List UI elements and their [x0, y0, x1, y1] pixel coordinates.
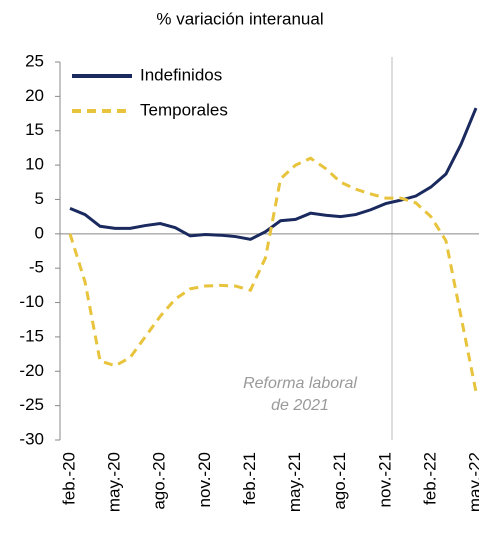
chart-title: % variación interanual — [156, 9, 323, 28]
y-tick-label: -5 — [29, 258, 44, 277]
legend-label: Temporales — [140, 100, 228, 119]
y-tick-label: -25 — [19, 395, 44, 414]
series-line — [68, 156, 478, 393]
y-tick-label: 5 — [35, 189, 44, 208]
x-tick-label: may.-20 — [105, 452, 124, 512]
y-tick-label: 15 — [25, 120, 44, 139]
x-tick-label: ago.-21 — [330, 452, 349, 510]
series-line — [69, 107, 478, 241]
y-tick-label: -20 — [19, 361, 44, 380]
x-tick-label: may.-22 — [465, 452, 479, 512]
y-tick-label: 25 — [25, 51, 44, 70]
y-tick-label: -10 — [19, 292, 44, 311]
x-tick-label: nov.-20 — [195, 452, 214, 507]
legend-label: Indefinidos — [140, 65, 222, 84]
annotation: Reforma laboral de 2021 — [243, 375, 357, 414]
x-tick-label: feb.-21 — [240, 452, 259, 505]
x-tick-label: feb.-22 — [420, 452, 439, 505]
y-tick-label: -30 — [19, 429, 44, 448]
x-tick-label: ago.-20 — [150, 452, 169, 510]
x-tick-label: nov.-21 — [375, 452, 394, 507]
y-tick-label: 0 — [35, 223, 44, 242]
x-tick-label: may.-21 — [285, 452, 304, 512]
x-tick-label: feb.-20 — [59, 452, 78, 505]
y-tick-label: 20 — [25, 86, 44, 105]
y-tick-label: -15 — [19, 326, 44, 345]
y-tick-label: 10 — [25, 155, 44, 174]
